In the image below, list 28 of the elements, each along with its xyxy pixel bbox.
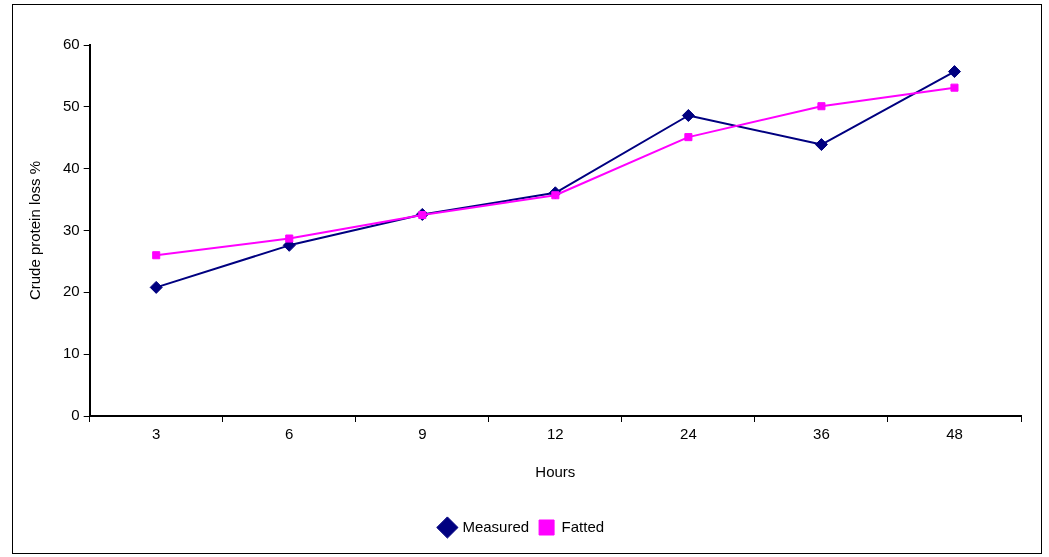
x-tick-label: 24: [680, 425, 697, 443]
legend-label: Fatted: [561, 517, 605, 535]
y-tick-label: 60: [63, 35, 80, 53]
x-tick-label: 6: [285, 425, 294, 443]
x-tick-label: 48: [946, 425, 963, 443]
y-tick-label: 0: [71, 406, 80, 424]
y-tick-label: 30: [63, 220, 80, 238]
point: [152, 251, 161, 260]
point: [681, 108, 695, 122]
legend-label: Measured: [462, 517, 530, 535]
point: [814, 138, 828, 152]
x-tick-label: 12: [547, 425, 564, 443]
y-tick-label: 20: [63, 282, 80, 300]
point: [684, 133, 693, 142]
x-axis-title: Hours: [535, 463, 576, 481]
point: [418, 211, 427, 220]
x-tick-label: 36: [813, 425, 830, 443]
y-tick-label: 10: [63, 344, 80, 362]
point: [950, 83, 959, 92]
point: [817, 102, 826, 111]
y-tick-label: 40: [63, 158, 80, 176]
x-tick-label: 9: [418, 425, 427, 443]
y-tick-label: 50: [63, 96, 80, 114]
point: [285, 234, 294, 243]
point: [149, 280, 163, 294]
y-axis-title: Crude protein loss %: [26, 160, 44, 301]
x-tick-label: 3: [152, 425, 161, 443]
point: [947, 65, 961, 79]
